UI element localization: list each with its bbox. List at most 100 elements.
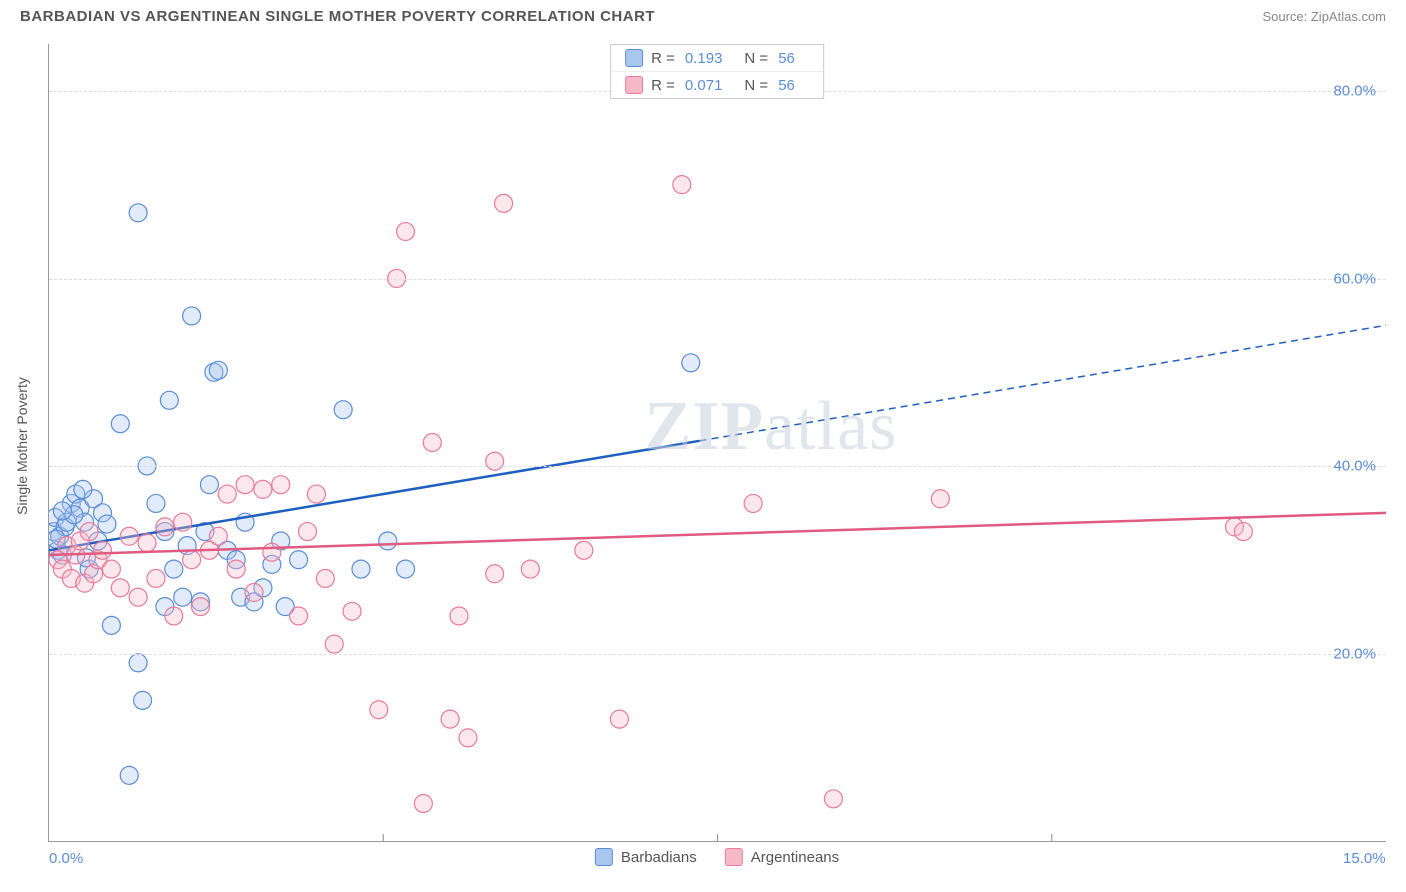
swatch-barbadians: [625, 49, 643, 67]
data-point: [236, 513, 254, 531]
data-point: [85, 565, 103, 583]
data-point: [62, 569, 80, 587]
data-point: [254, 579, 272, 597]
data-point: [138, 534, 156, 552]
data-point: [227, 560, 245, 578]
swatch-argentineans: [625, 76, 643, 94]
data-point: [1225, 518, 1243, 536]
grid-line: [49, 279, 1386, 280]
data-point: [236, 476, 254, 494]
data-point: [53, 560, 71, 578]
data-point: [486, 452, 504, 470]
data-point: [129, 588, 147, 606]
data-point: [156, 518, 174, 536]
data-point: [85, 490, 103, 508]
data-point: [298, 523, 316, 541]
y-tick-label: 80.0%: [1333, 82, 1376, 99]
data-point: [196, 523, 214, 541]
data-point: [218, 541, 236, 559]
data-point: [71, 532, 89, 550]
data-point: [120, 527, 138, 545]
data-point: [263, 555, 281, 573]
data-point: [272, 476, 290, 494]
series-legend: BarbadiansArgentineans: [595, 848, 839, 866]
data-point: [56, 518, 74, 536]
data-point: [272, 532, 290, 550]
trend-line-solid: [49, 441, 700, 551]
data-point: [459, 729, 477, 747]
data-point: [397, 560, 415, 578]
data-point: [174, 588, 192, 606]
data-point: [147, 569, 165, 587]
data-point: [49, 551, 67, 569]
data-point: [610, 710, 628, 728]
data-point: [80, 523, 98, 541]
data-point: [414, 795, 432, 813]
legend-item: Barbadians: [595, 848, 697, 866]
data-point: [521, 560, 539, 578]
data-point: [370, 701, 388, 719]
data-point: [290, 607, 308, 625]
data-point: [77, 549, 95, 567]
data-point: [183, 307, 201, 325]
data-point: [129, 654, 147, 672]
data-point: [111, 579, 129, 597]
data-point: [178, 537, 196, 555]
legend-label: Barbadians: [621, 849, 697, 866]
data-point: [325, 635, 343, 653]
data-point: [156, 523, 174, 541]
data-point: [49, 523, 62, 541]
data-point: [93, 504, 111, 522]
data-point: [156, 598, 174, 616]
data-point: [160, 391, 178, 409]
data-point: [397, 223, 415, 241]
data-point: [824, 790, 842, 808]
data-point: [53, 502, 71, 520]
data-point: [205, 363, 223, 381]
data-point: [316, 569, 334, 587]
data-point: [165, 607, 183, 625]
swatch-icon: [595, 848, 613, 866]
grid-line: [49, 466, 1386, 467]
data-point: [379, 532, 397, 550]
data-point: [165, 560, 183, 578]
watermark: ZIPatlas: [644, 387, 897, 467]
data-point: [147, 494, 165, 512]
data-point: [102, 616, 120, 634]
data-point: [209, 527, 227, 545]
chart-title: BARBADIAN VS ARGENTINEAN SINGLE MOTHER P…: [20, 8, 655, 25]
data-point: [67, 485, 85, 503]
data-point: [343, 602, 361, 620]
x-tick-label: 15.0%: [1343, 850, 1386, 867]
data-point: [290, 551, 308, 569]
source-attribution: Source: ZipAtlas.com: [1262, 9, 1386, 24]
data-point: [276, 598, 294, 616]
x-tick-label: 0.0%: [49, 850, 83, 867]
data-point: [183, 551, 201, 569]
y-tick-label: 40.0%: [1333, 458, 1376, 475]
data-point: [744, 494, 762, 512]
data-point: [93, 541, 111, 559]
data-point: [200, 476, 218, 494]
data-point: [423, 434, 441, 452]
data-point: [89, 551, 107, 569]
data-point: [62, 494, 80, 512]
data-point: [74, 480, 92, 498]
data-point: [232, 588, 250, 606]
data-point: [102, 560, 120, 578]
data-point: [192, 598, 210, 616]
data-point: [76, 513, 94, 531]
data-point: [263, 543, 281, 561]
data-point: [1234, 523, 1252, 541]
data-point: [495, 194, 513, 212]
data-point: [174, 513, 192, 531]
data-point: [450, 607, 468, 625]
data-point: [129, 204, 147, 222]
data-point: [227, 551, 245, 569]
data-point: [245, 584, 263, 602]
data-point: [307, 485, 325, 503]
data-point: [80, 560, 98, 578]
grid-line: [49, 654, 1386, 655]
data-point: [254, 480, 272, 498]
data-point: [218, 485, 236, 503]
